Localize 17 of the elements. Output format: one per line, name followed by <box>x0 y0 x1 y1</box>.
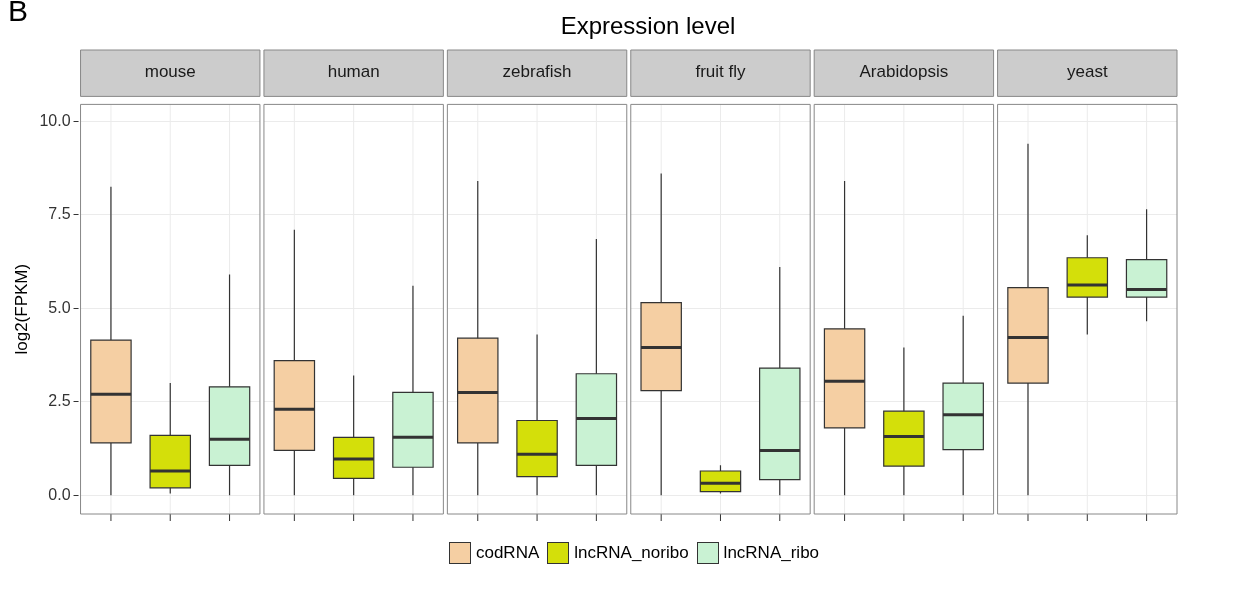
x-tick-label: zebrafish <box>502 61 572 81</box>
text: B <box>8 0 29 28</box>
chart-title: Expression level <box>559 12 737 40</box>
x-tick-label: Arabidopsis <box>859 61 949 81</box>
y-tick-label: 2.5 <box>48 392 71 410</box>
x-tick-label: yeast <box>1066 61 1108 81</box>
legend-label: codRNA <box>475 543 540 563</box>
legend-label: lncRNA_ribo <box>723 543 820 563</box>
y-tick-label: 7.5 <box>48 205 71 223</box>
x-tick-label: mouse <box>144 61 196 81</box>
x-tick-label: fruit fly <box>695 61 747 81</box>
y-tick-label: 10.0 <box>39 111 71 129</box>
y-tick-label: 5.0 <box>48 298 71 316</box>
x-tick-label: human <box>327 61 380 81</box>
y-axis-title: log2(FPKM) <box>11 263 31 355</box>
legend-label: lncRNA_noribo <box>574 543 689 563</box>
y-tick-label: 0.0 <box>48 485 71 503</box>
